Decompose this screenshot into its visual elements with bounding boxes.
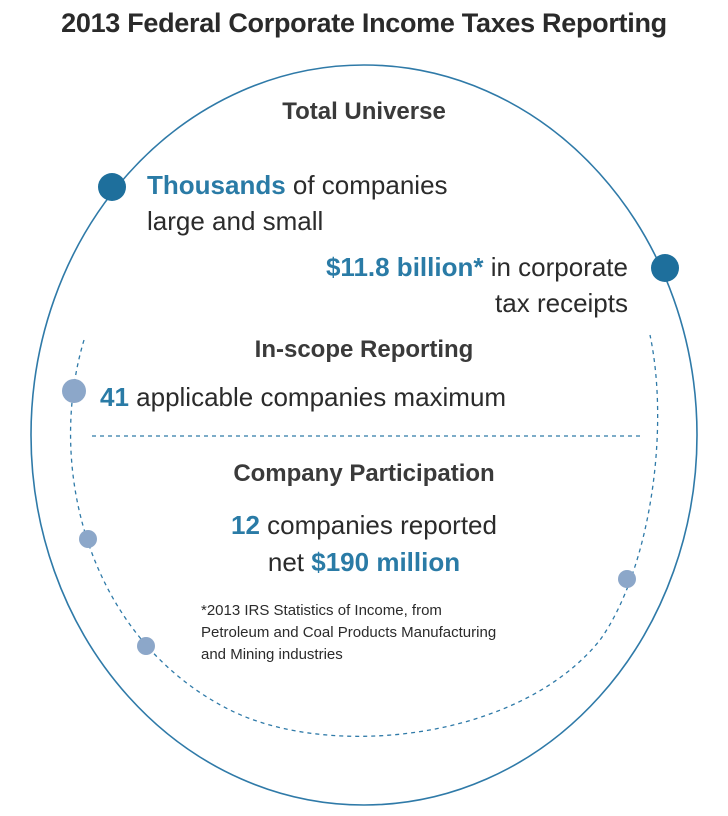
universe-receipts-accent: $11.8 billion* [325,252,484,282]
participation-count: 12 [231,510,260,540]
participation-amount: $190 million [311,547,461,577]
universe-companies-accent: Thousands [147,170,286,200]
page-title: 2013 Federal Corporate Income Taxes Repo… [61,8,667,38]
universe-receipts-line2: tax receipts [495,288,628,318]
participation-line1-rest: companies reported [259,510,497,540]
participation-heading: Company Participation [233,460,495,487]
participation-line2: net $190 million [0,547,728,578]
footnote: *2013 IRS Statistics of Income, from Pet… [201,600,496,666]
total-universe-outline [30,64,698,806]
inscope-heading: In-scope Reporting [254,336,474,363]
participation-dot-1 [79,530,97,548]
universe-companies-line: Thousands of companies [147,170,448,201]
participation-line1: 12 companies reported [0,510,728,541]
footnote-line-1: *2013 IRS Statistics of Income, from [201,602,442,619]
inscope-rest: applicable companies maximum [128,382,507,412]
footnote-line-3: and Mining industries [201,646,343,663]
universe-receipts-rest: in corporate [483,252,628,282]
participation-dot-3 [618,570,636,588]
footnote-line-2: Petroleum and Coal Products Manufacturin… [201,624,497,641]
inscope-marker-dot [62,379,86,403]
universe-companies-line2: large and small [147,206,324,236]
total-universe-heading: Total Universe [282,98,446,125]
inscope-count: 41 [100,382,129,412]
universe-companies-rest: of companies [285,170,448,200]
participation-dot-2 [137,637,155,655]
universe-marker-dot-right [651,254,679,282]
participation-line2-pre: net [267,547,312,577]
universe-receipts-line: $11.8 billion* in corporate [326,252,628,283]
inscope-line: 41 applicable companies maximum [100,382,506,413]
in-scope-dashed-arc [69,334,659,737]
universe-marker-dot-left [98,173,126,201]
